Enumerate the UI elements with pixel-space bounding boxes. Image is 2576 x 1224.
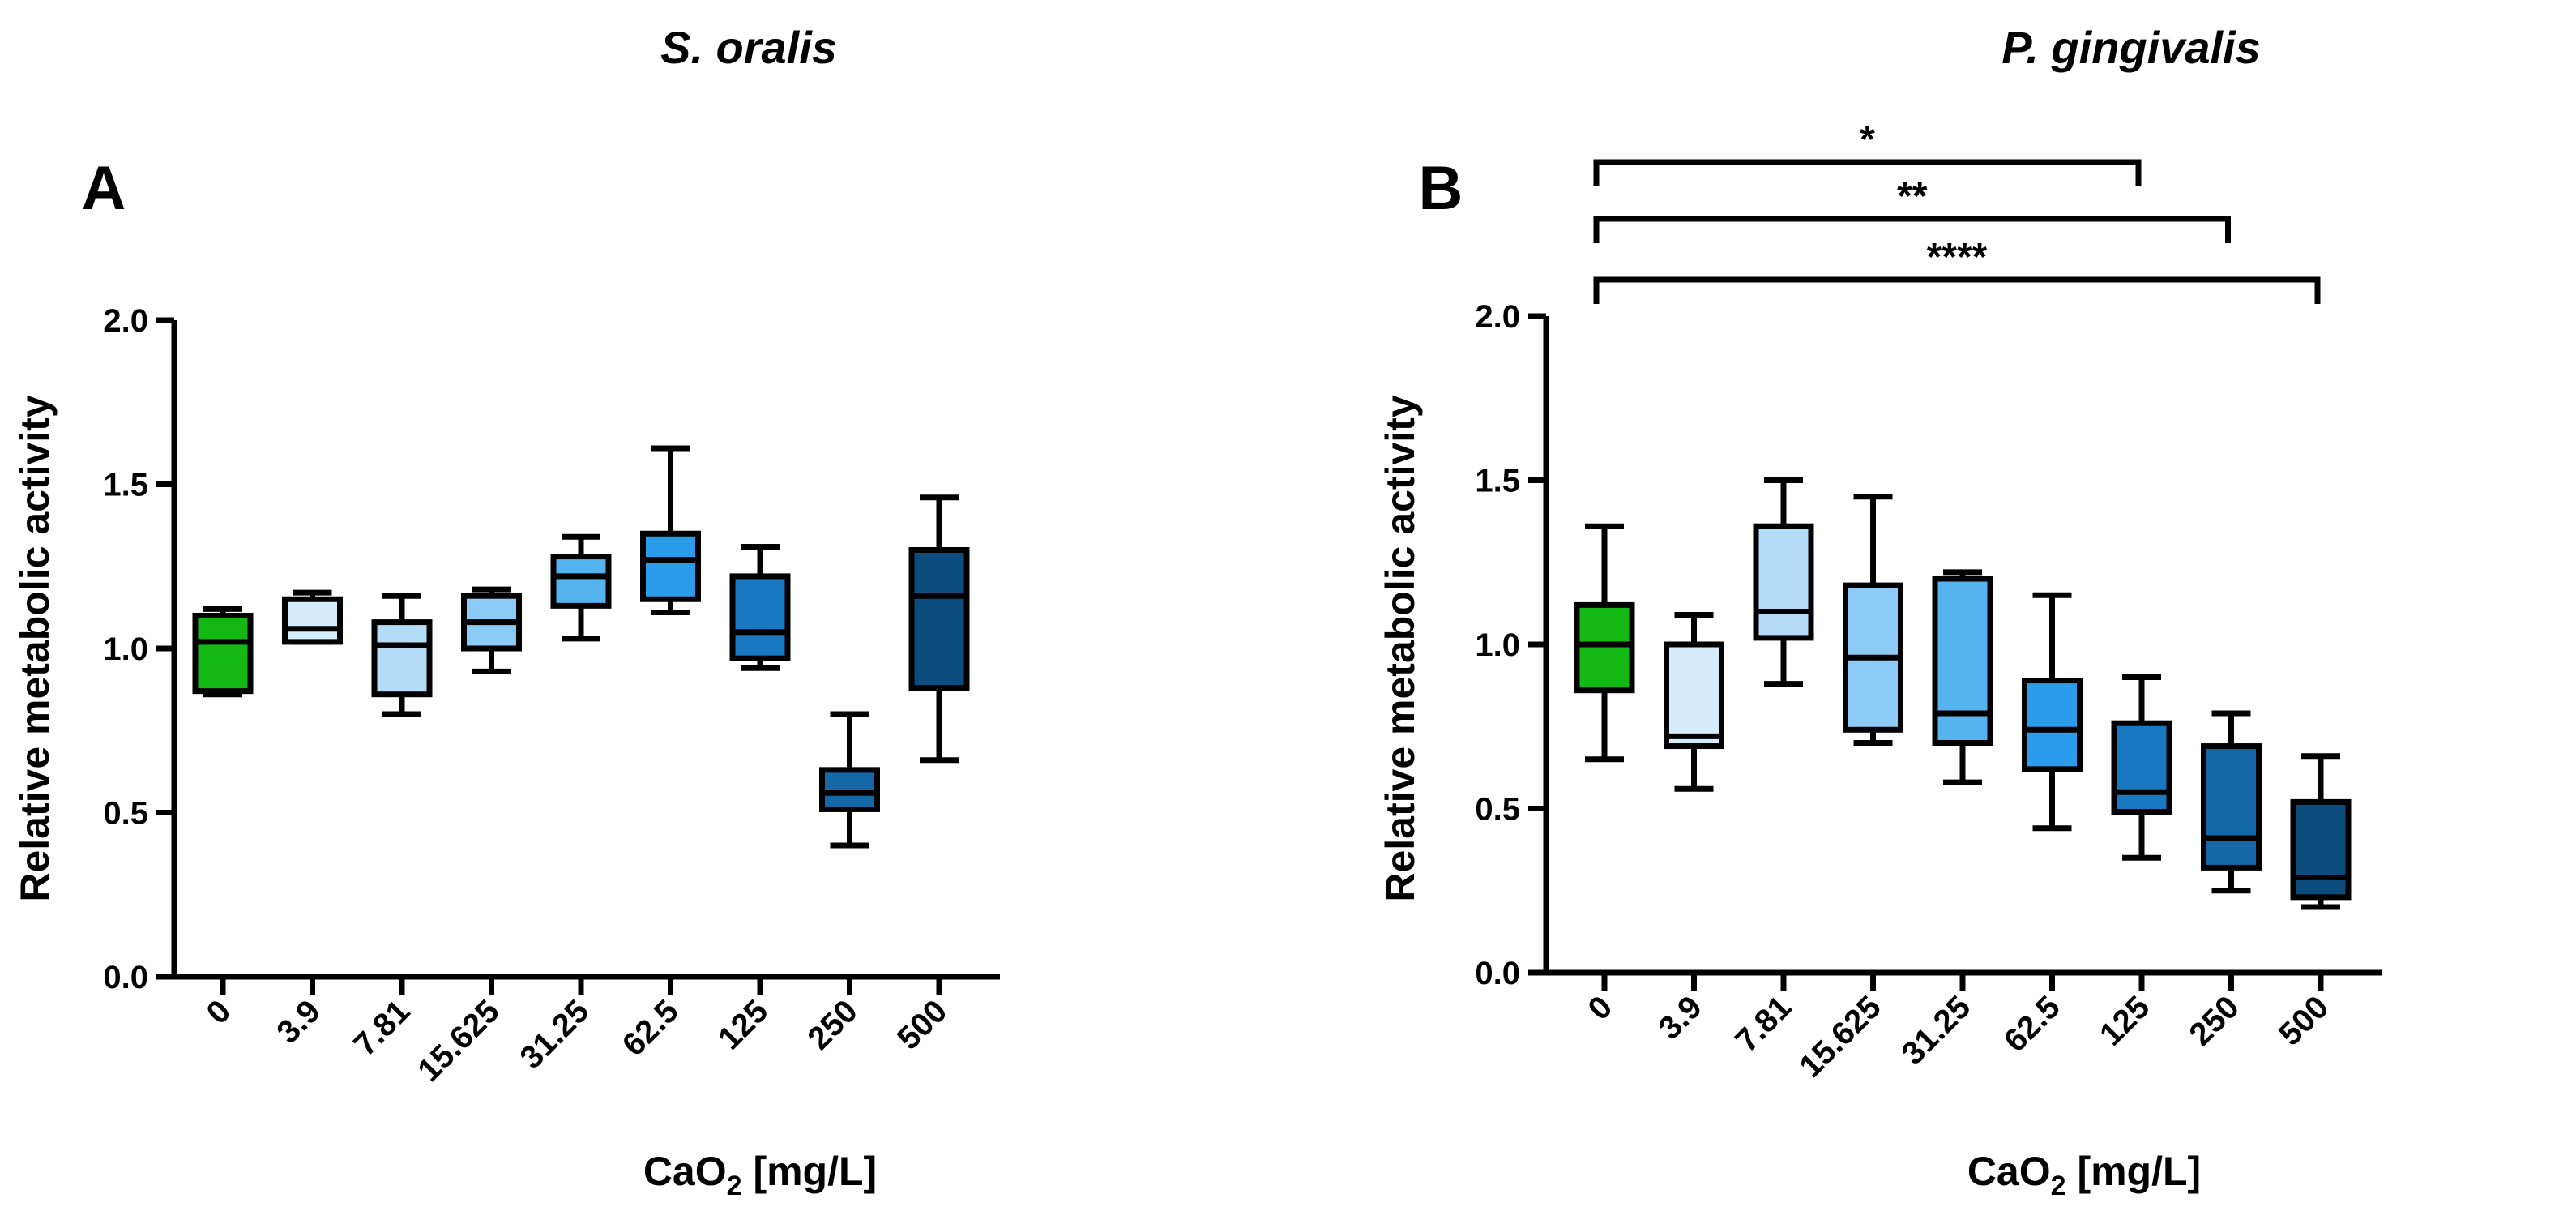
box-500	[908, 494, 970, 764]
x-tick-label: 7.81	[347, 993, 417, 1063]
y-axis-label: Relative metabolic activity	[12, 395, 58, 901]
box-125	[729, 543, 791, 671]
x-tick-label: 62.5	[1997, 989, 2067, 1059]
x-tick-label: 250	[2183, 989, 2246, 1052]
box-iqr	[2290, 798, 2352, 901]
x-axis-label: CaO2 [mg/L]	[643, 1149, 877, 1201]
box-0	[192, 606, 254, 698]
panel-B: P. gingivalis B 0.0 0.5 1.0 1.5 2.0 Relative me…	[1378, 22, 2382, 1201]
box-62.5	[2022, 592, 2083, 832]
y-tick-label: 1.5	[103, 468, 148, 503]
x-tick-label: 0	[1582, 989, 1620, 1027]
x-axis-label-main: CaO	[1967, 1149, 2051, 1194]
box-iqr	[1753, 523, 1814, 641]
x-tick-label: 0	[200, 993, 238, 1031]
box-iqr	[908, 547, 970, 691]
x-tick-label: 62.5	[616, 993, 686, 1063]
box-iqr	[729, 573, 791, 661]
box-31.25	[550, 533, 612, 642]
x-tick-label: 125	[2093, 989, 2156, 1052]
significance-label: **	[1897, 175, 1928, 218]
x-tick-label: 7.81	[1728, 989, 1798, 1059]
x-tick-label: 250	[801, 993, 865, 1056]
x-axis-label-unit: [mg/L]	[2066, 1149, 2202, 1194]
x-axis-label: CaO2 [mg/L]	[1967, 1149, 2201, 1201]
box-3.9	[282, 589, 343, 645]
significance-bracket: **	[1593, 175, 2231, 243]
box-3.9	[1664, 612, 1724, 792]
x-tick-label: 15.625	[411, 993, 506, 1089]
y-tick-label: 2.0	[1475, 299, 1520, 335]
box-iqr	[640, 530, 701, 602]
y-tick-label: 1.5	[1475, 464, 1520, 499]
box-iqr	[550, 554, 612, 609]
box-62.5	[640, 445, 701, 615]
box-7.81	[371, 593, 433, 717]
x-tick-label: 15.625	[1792, 989, 1888, 1085]
box-iqr	[282, 596, 343, 645]
x-tick-label: 500	[891, 993, 954, 1056]
x-tick-label: 31.25	[513, 993, 596, 1076]
box-125	[2111, 674, 2172, 861]
panel-letter: A	[82, 154, 126, 223]
x-axis-label-main: CaO	[643, 1149, 727, 1194]
y-tick-label: 0.0	[103, 960, 148, 995]
y-tick-label: 1.0	[103, 631, 148, 667]
box-iqr	[2022, 678, 2083, 772]
bracket-line	[1593, 276, 2321, 304]
bracket-line	[1593, 216, 2231, 243]
x-axis-label-subscript: 2	[727, 1171, 742, 1201]
significance-bracket: ****	[1593, 236, 2321, 304]
significance-bracket: *	[1593, 118, 2142, 186]
x-tick-label: 125	[711, 993, 775, 1056]
box-iqr	[2111, 720, 2172, 815]
box-iqr	[819, 767, 880, 812]
x-tick-label: 3.9	[1651, 989, 1708, 1046]
y-tick-label: 0.5	[1475, 792, 1520, 828]
x-tick-label: 31.25	[1895, 989, 1977, 1072]
box-iqr	[1574, 601, 1635, 694]
bracket-line	[1593, 159, 2142, 186]
box-7.81	[1753, 477, 1814, 687]
panel-A: S. oralis A 0.0 0.5 1.0 1.5 2.0 Relative metabo…	[12, 22, 1000, 1201]
y-tick-label: 0.5	[103, 796, 148, 832]
box-15.625	[461, 586, 522, 674]
box-250	[2201, 710, 2262, 894]
x-axis-label-subscript: 2	[2051, 1171, 2066, 1201]
box-iqr	[192, 613, 254, 695]
y-axis-label: Relative metabolic activity	[1378, 395, 1423, 901]
x-axis-label-unit: [mg/L]	[742, 1149, 878, 1194]
box-iqr	[1932, 576, 1993, 746]
box-500	[2290, 753, 2352, 910]
box-250	[819, 711, 880, 849]
x-tick-label: 3.9	[270, 993, 327, 1050]
box-0	[1574, 523, 1635, 763]
x-tick-label: 500	[2272, 989, 2335, 1052]
y-tick-label: 1.0	[1475, 627, 1520, 663]
significance-label: ****	[1927, 236, 1988, 279]
box-iqr	[371, 619, 433, 698]
chart-title: P. gingivalis	[2001, 22, 2261, 73]
y-tick-label: 2.0	[103, 303, 148, 339]
chart-title: S. oralis	[660, 22, 837, 73]
y-tick-label: 0.0	[1475, 956, 1520, 991]
box-iqr	[1664, 641, 1724, 750]
box-15.625	[1843, 494, 1903, 746]
panel-letter: B	[1419, 154, 1463, 223]
significance-label: *	[1860, 118, 1875, 161]
box-31.25	[1932, 569, 1993, 785]
box-iqr	[2201, 743, 2262, 871]
